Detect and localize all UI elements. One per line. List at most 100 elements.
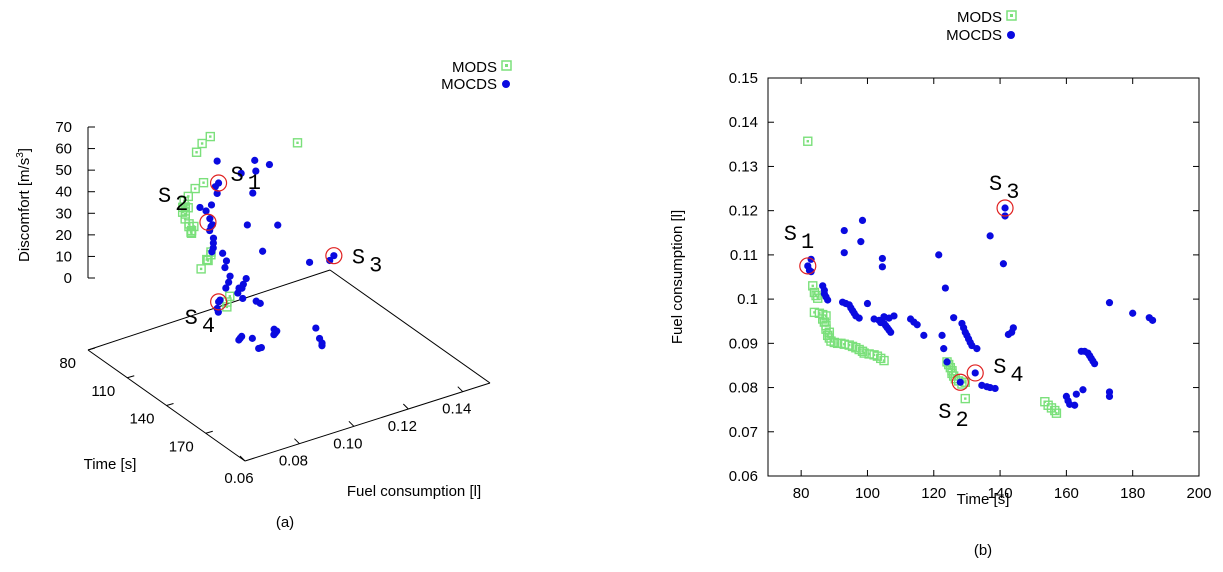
b-mocds-point [879, 263, 886, 270]
b-mocds-point [1106, 299, 1113, 306]
a-y-axis-label: Time [s] [84, 456, 137, 473]
a-z-tick-label: 30 [55, 205, 72, 222]
b-mocds-point [1079, 386, 1086, 393]
b-x-tick-label: 100 [855, 485, 880, 502]
a-mods-point-center [202, 181, 204, 183]
caption-a: (a) [276, 514, 294, 531]
a-time-tick [167, 404, 174, 406]
b-mocds-point [1091, 360, 1098, 367]
a-time-tick [206, 431, 213, 433]
b-mocds-point [938, 332, 945, 339]
a-z-tick-label: 40 [55, 184, 72, 201]
a-mocds-point [312, 324, 319, 331]
b-mocds-point [824, 296, 831, 303]
b-mocds-point [950, 314, 957, 321]
legend-b-mods-label: MODS [957, 9, 1002, 26]
b-mods-point-center [883, 359, 885, 361]
panel-b-points [804, 137, 1156, 417]
a-mocds-point [208, 248, 215, 255]
a-mocds-point [259, 248, 266, 255]
b-y-tick-label: 0.09 [729, 335, 758, 352]
b-plot-frame [768, 78, 1199, 476]
panel-b-scatter: MODS MOCDS 80 100 120 140 160 180 200 0.06 0.07 0… [669, 9, 1212, 559]
a-time-tick-label: 170 [169, 438, 194, 455]
a-x-axis-label: Fuel consumption [l] [347, 483, 481, 500]
b-y-tick-label: 0.14 [729, 114, 758, 131]
a-mocds-point [249, 335, 256, 342]
a-mods-point-center [195, 151, 197, 153]
a-mocds-point [196, 204, 203, 211]
a-mocds-point [219, 250, 226, 257]
a-mocds-point [244, 221, 251, 228]
b-mocds-point [1129, 310, 1136, 317]
legend-a: MODS MOCDS [441, 59, 511, 93]
b-mocds-point [1001, 204, 1008, 211]
b-y-tick-label: 0.15 [729, 70, 758, 87]
b-x-tick-label: 80 [793, 485, 810, 502]
a-mods-point-center [296, 142, 298, 144]
b-label-s2: S2 [938, 400, 968, 433]
a-fuel-tick-label: 0.08 [279, 453, 308, 470]
b-mocds-point [859, 217, 866, 224]
b-x-axis-label: Time [s] [957, 491, 1010, 508]
a-mocds-point [255, 345, 262, 352]
a-mods-point-center [200, 268, 202, 270]
a-mods-point-center [201, 142, 203, 144]
legend-b: MODS MOCDS [946, 9, 1016, 44]
a-fuel-axis-line [245, 383, 490, 461]
b-mocds-point [940, 345, 947, 352]
legend-b-mocds-marker [1007, 31, 1015, 39]
a-mocds-point [274, 222, 281, 229]
a-mocds-point [202, 207, 209, 214]
b-mods-point-center [812, 285, 814, 287]
b-mocds-point [942, 284, 949, 291]
legend-a-mods-label: MODS [452, 59, 497, 76]
b-mocds-point [890, 312, 897, 319]
a-mods-point-center [194, 187, 196, 189]
legend-a-mocds-marker [502, 80, 510, 88]
b-x-tick-label: 120 [921, 485, 946, 502]
b-mocds-point [1149, 317, 1156, 324]
b-mocds-point [864, 300, 871, 307]
b-mods-point-center [1055, 412, 1057, 414]
a-time-tick-label: 80 [59, 355, 76, 372]
b-x-tick-label: 160 [1054, 485, 1079, 502]
a-mocds-point [251, 157, 258, 164]
b-mocds-point [1000, 260, 1007, 267]
a-mocds-point [270, 331, 277, 338]
b-y-tick-label: 0.13 [729, 158, 758, 175]
b-mocds-point [856, 315, 863, 322]
a-mocds-point [318, 342, 325, 349]
a-mocds-point [306, 259, 313, 266]
legend-a-mocds-label: MOCDS [441, 76, 497, 93]
b-mocds-point [887, 329, 894, 336]
b-mocds-point [857, 238, 864, 245]
a-mods-point-center [229, 295, 231, 297]
b-mods-point-center [817, 297, 819, 299]
a-fuel-tick [294, 439, 299, 444]
b-mocds-point [914, 321, 921, 328]
b-mocds-point [1106, 393, 1113, 400]
b-mocds-point [973, 345, 980, 352]
a-mods-point-center [193, 225, 195, 227]
b-mocds-point [879, 255, 886, 262]
b-mocds-point [972, 369, 979, 376]
b-y-tick-label: 0.07 [729, 424, 758, 441]
a-mocds-point [214, 157, 221, 164]
b-mocds-point [841, 227, 848, 234]
caption-b: (b) [974, 542, 992, 559]
a-mocds-point [221, 264, 228, 271]
a-back-right-line [330, 270, 490, 383]
a-mods-point-center [209, 135, 211, 137]
a-time-tick [127, 376, 134, 378]
a-mods-point-center [190, 231, 192, 233]
a-mocds-point [223, 257, 230, 264]
a-z-axis-label: Discomfort [m/s3] [15, 148, 33, 262]
a-fuel-tick-label: 0.10 [333, 435, 362, 452]
a-fuel-tick [458, 387, 463, 392]
a-time-tick [88, 348, 95, 350]
